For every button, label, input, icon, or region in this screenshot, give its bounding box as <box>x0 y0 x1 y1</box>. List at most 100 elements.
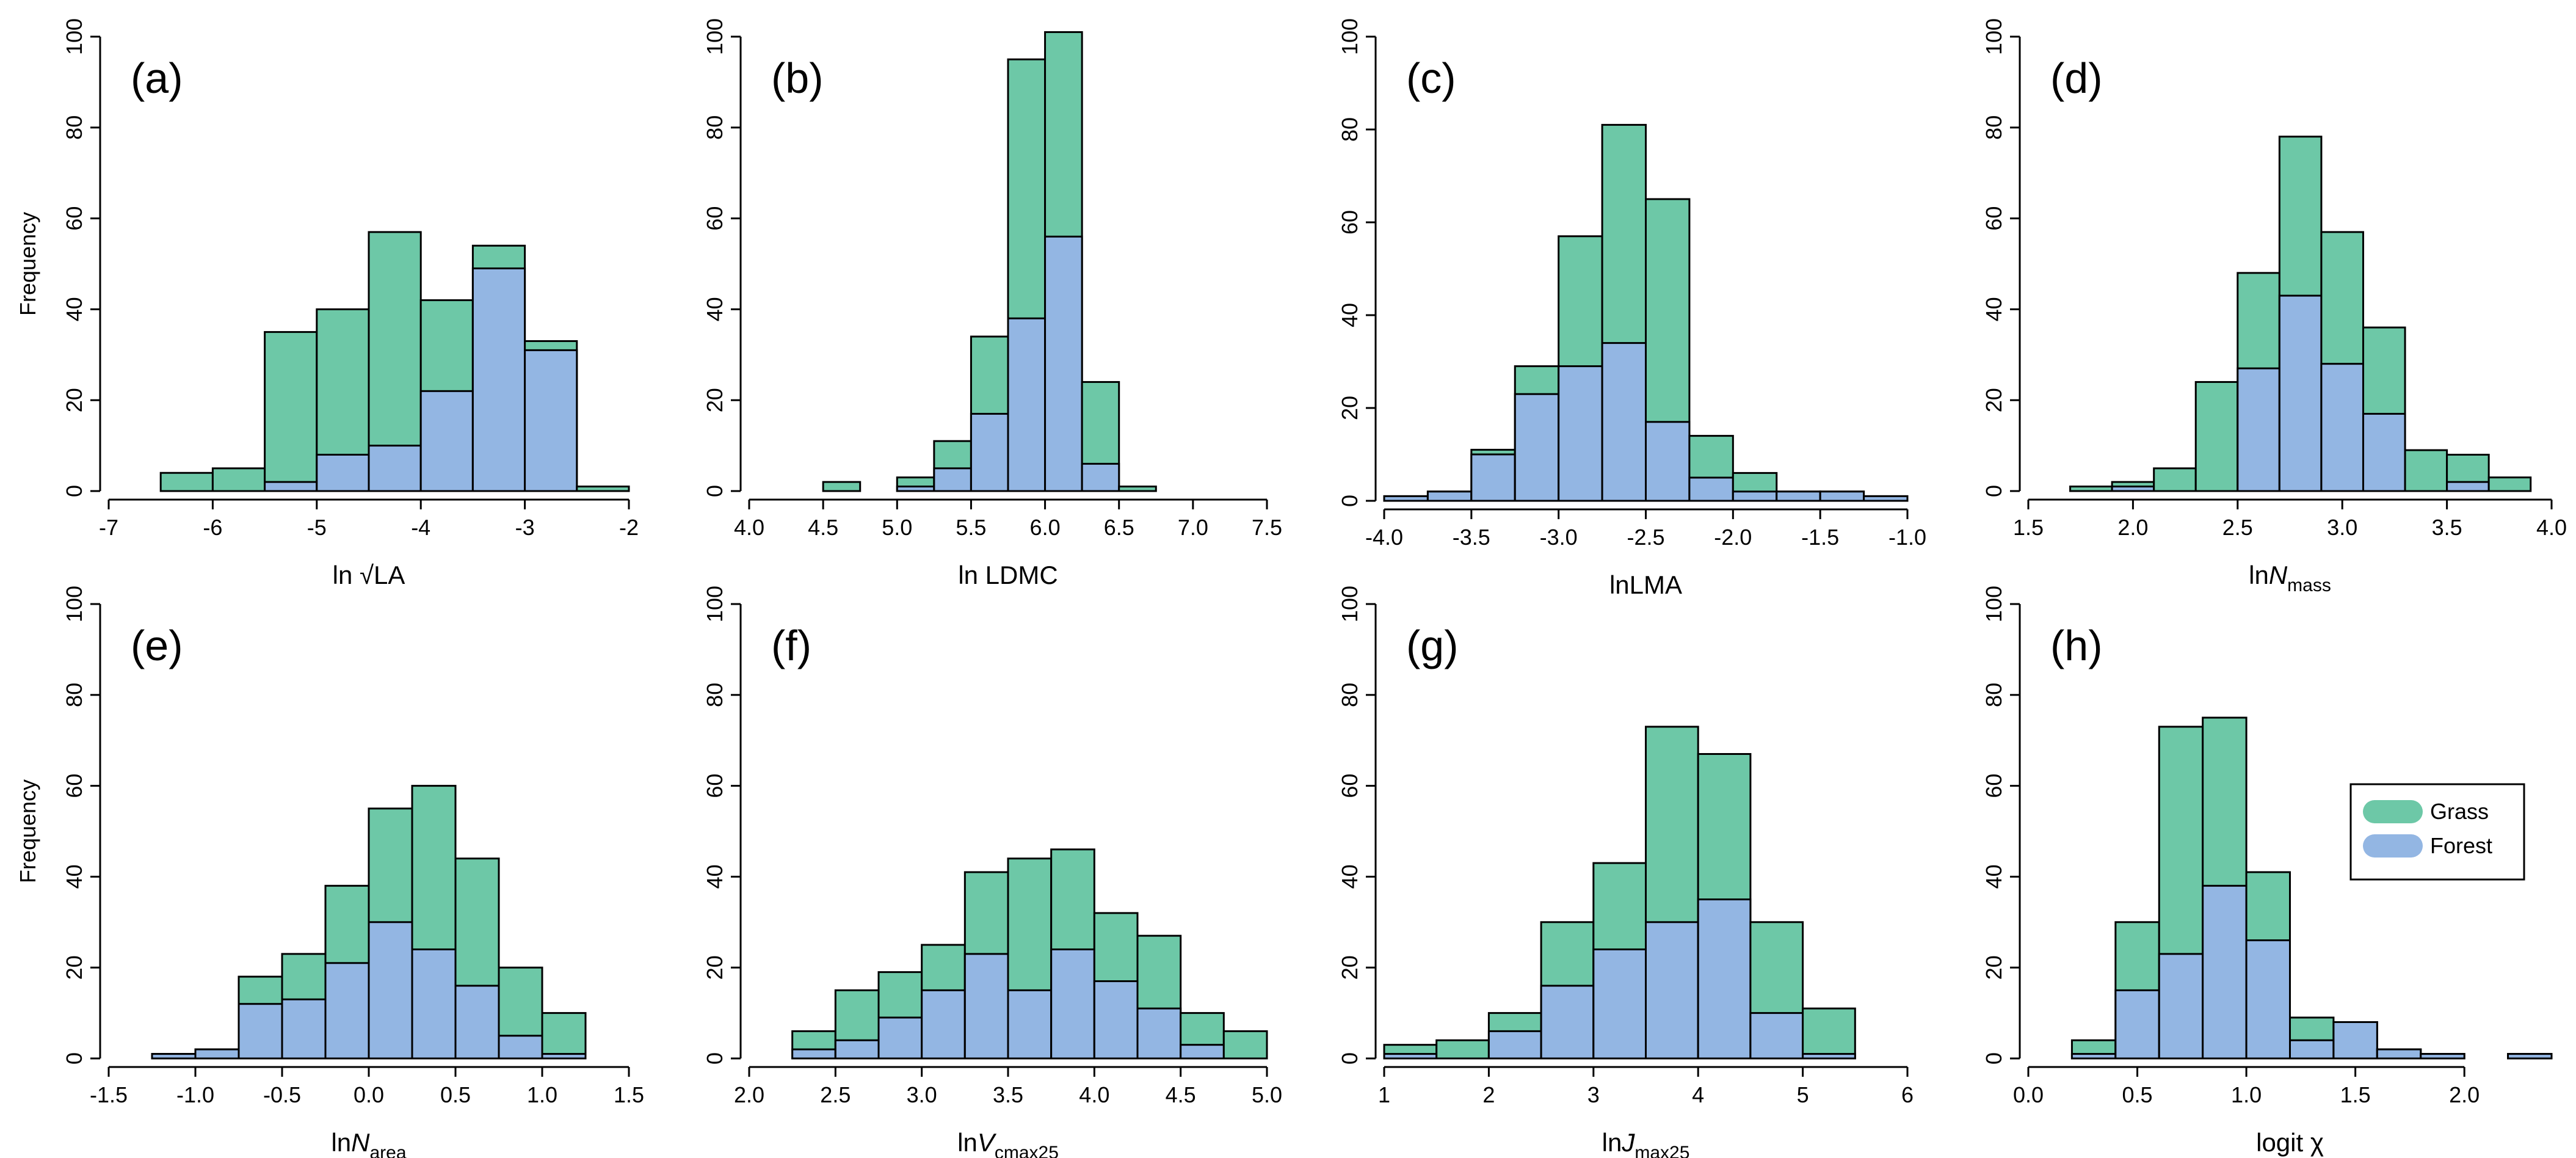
bar-forest-b-6 <box>1081 462 1120 492</box>
bar-forest-h-2 <box>2158 953 2204 1060</box>
x-tick-label-a-3: -4 <box>411 515 430 540</box>
bar-forest-h-1 <box>2114 989 2160 1060</box>
x-tick-label-b-3: 5.5 <box>956 515 986 540</box>
x-tick-label-g-4: 5 <box>1797 1082 1809 1107</box>
bar-forest-b-4 <box>1007 317 1047 492</box>
y-tick-label-e-2: 40 <box>62 864 87 889</box>
bar-forest-g-0 <box>1383 1053 1438 1060</box>
x-axis-title-a: ln √LA <box>333 561 405 589</box>
panel-h: 0.0 0.5 1.0 1.5 2.0 0 20 40 60 80 100 logit χ (h) Gra… <box>1981 586 2553 1157</box>
x-tick-label-f-3: 3.5 <box>993 1082 1023 1107</box>
y-tick-label-g-5: 100 <box>1337 586 1362 622</box>
bar-forest-b-3 <box>970 413 1009 492</box>
y-tick-label-c-1: 20 <box>1337 396 1362 420</box>
bar-forest-e-7 <box>454 985 500 1060</box>
panel-c: -4.0 -3.5 -3.0 -2.5 -2.0 -1.5 -1.0 0 20 40 60 80 100… <box>1337 18 1926 599</box>
bar-forest-d-1 <box>2111 486 2155 492</box>
x-tick-label-h-0: 0.0 <box>2013 1082 2044 1107</box>
y-tick-label-d-5: 100 <box>1981 18 2006 55</box>
x-axis-title-e: lnNarea <box>331 1128 406 1158</box>
bar-forest-d-4 <box>2237 367 2280 492</box>
y-tick-label-d-1: 20 <box>1981 388 2006 412</box>
y-tick-label-d-4: 80 <box>1981 115 2006 140</box>
bar-forest-c-8 <box>1732 490 1778 502</box>
bar-forest-f-2 <box>877 1016 923 1060</box>
y-tick-label-c-3: 60 <box>1337 210 1362 235</box>
x-tick-label-b-4: 6.0 <box>1030 515 1061 540</box>
bar-forest-c-6 <box>1645 421 1691 502</box>
bar-grass-a-0 <box>159 472 214 492</box>
panel-label-g: (g) <box>1406 622 1459 669</box>
bar-forest-e-1 <box>194 1048 240 1060</box>
bar-forest-f-4 <box>963 953 1009 1060</box>
x-tick-label-f-6: 5.0 <box>1252 1082 1282 1107</box>
y-axis-title-a: Frequency <box>15 212 40 316</box>
bar-grass-d-0 <box>2069 486 2113 492</box>
panel-label-a: (a) <box>131 54 183 102</box>
x-tick-label-g-2: 3 <box>1587 1082 1600 1107</box>
bar-forest-e-8 <box>498 1035 543 1060</box>
x-tick-label-h-1: 0.5 <box>2122 1082 2153 1107</box>
x-tick-label-c-4: -2.0 <box>1714 525 1752 550</box>
y-tick-label-f-5: 100 <box>702 586 727 622</box>
x-axis-title-part: ln LDMC <box>958 561 1058 589</box>
bar-forest-h-8 <box>2420 1053 2465 1060</box>
bar-forest-b-2 <box>933 467 972 492</box>
bar-grass-d-8 <box>2404 449 2448 492</box>
bar-forest-d-6 <box>2320 363 2364 492</box>
x-axis-title-h: logit χ <box>2256 1128 2324 1157</box>
y-tick-label-e-1: 20 <box>62 955 87 980</box>
y-tick-label-h-0: 0 <box>1981 1052 2006 1065</box>
y-tick-label-f-0: 0 <box>702 1052 727 1065</box>
y-axis-title-e: Frequency <box>15 779 40 883</box>
y-tick-label-f-3: 60 <box>702 774 727 798</box>
x-axis-title-d: lnNmass <box>2249 561 2331 595</box>
x-tick-label-a-2: -5 <box>307 515 327 540</box>
y-tick-label-b-3: 60 <box>702 206 727 231</box>
bar-forest-e-4 <box>324 962 370 1060</box>
y-tick-label-b-4: 80 <box>702 115 727 140</box>
bar-forest-e-6 <box>411 948 457 1060</box>
bar-forest-h-4 <box>2245 939 2291 1060</box>
x-tick-label-b-0: 4.0 <box>734 515 764 540</box>
bar-forest-f-5 <box>1007 989 1053 1060</box>
x-tick-label-g-0: 1 <box>1378 1082 1390 1107</box>
y-tick-label-e-5: 100 <box>62 586 87 622</box>
x-tick-label-b-2: 5.0 <box>882 515 912 540</box>
bar-grass-a-1 <box>211 467 266 492</box>
y-tick-label-b-5: 100 <box>702 18 727 55</box>
x-tick-label-h-4: 2.0 <box>2449 1082 2480 1107</box>
x-axis-title-b: ln LDMC <box>958 561 1058 589</box>
bar-forest-e-9 <box>541 1053 587 1060</box>
panel-label-e: (e) <box>131 622 183 669</box>
bar-forest-c-10 <box>1819 490 1865 502</box>
panel-e: -1.5 -1.0 -0.5 0.0 0.5 1.0 1.5 0 20 40 60 80 100 Freq… <box>15 586 644 1158</box>
x-axis-title-part: ln <box>1602 1128 1622 1157</box>
bar-forest-d-9 <box>2446 481 2490 492</box>
y-tick-label-a-1: 20 <box>62 388 87 412</box>
bar-forest-h-3 <box>2202 884 2248 1060</box>
y-tick-label-e-3: 60 <box>62 774 87 798</box>
y-tick-label-a-2: 40 <box>62 297 87 321</box>
panel-a: -7 -6 -5 -4 -3 -2 0 20 40 60 80 100 Frequency ln √LA (… <box>15 18 639 589</box>
x-axis-title-part: ln <box>331 1128 351 1157</box>
x-tick-label-d-0: 1.5 <box>2013 515 2044 540</box>
legend: Grass Forest <box>2349 783 2525 881</box>
x-axis-title-var: N <box>351 1128 370 1157</box>
y-tick-label-d-2: 40 <box>1981 297 2006 321</box>
bar-forest-g-8 <box>1802 1053 1856 1060</box>
x-tick-label-c-3: -2.5 <box>1627 525 1664 550</box>
bar-grass-g-8 <box>1802 1007 1856 1060</box>
x-tick-label-f-2: 3.0 <box>907 1082 937 1107</box>
bar-forest-c-5 <box>1601 342 1647 502</box>
y-tick-label-e-4: 80 <box>62 683 87 707</box>
bar-forest-g-3 <box>1540 985 1595 1060</box>
bar-forest-g-6 <box>1697 898 1752 1060</box>
bar-forest-e-2 <box>238 1003 283 1060</box>
y-tick-label-c-5: 100 <box>1337 18 1362 55</box>
bar-forest-a-2 <box>264 481 318 492</box>
x-axis-title-part: ln √LA <box>333 561 405 589</box>
bar-forest-g-5 <box>1645 921 1699 1060</box>
bar-grass-f-10 <box>1222 1030 1268 1060</box>
